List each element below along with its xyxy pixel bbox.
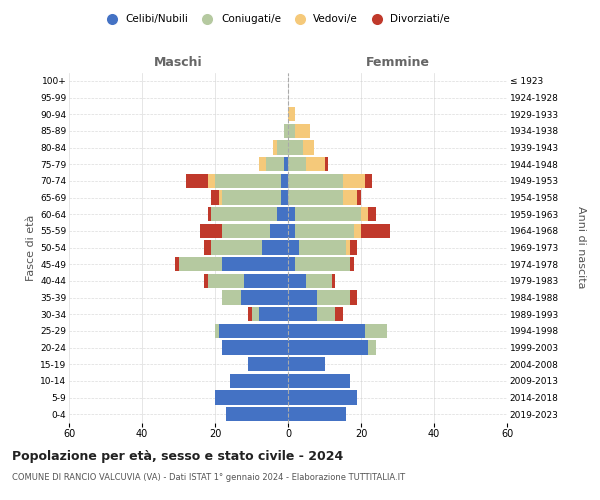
Bar	[299, 240, 346, 254]
Bar	[175, 257, 179, 271]
Bar	[288, 124, 295, 138]
Bar	[358, 190, 361, 204]
Bar	[262, 240, 288, 254]
Bar	[277, 207, 288, 221]
Bar	[288, 107, 295, 121]
Bar	[288, 307, 317, 322]
Bar	[179, 257, 223, 271]
Bar	[215, 390, 288, 404]
Bar	[274, 140, 277, 154]
Bar	[288, 407, 346, 421]
Text: Femmine: Femmine	[365, 56, 430, 69]
Bar	[288, 290, 317, 304]
Bar	[208, 174, 215, 188]
Bar	[288, 257, 295, 271]
Bar	[211, 207, 277, 221]
Bar	[288, 224, 295, 238]
Bar	[223, 257, 288, 271]
Bar	[218, 324, 288, 338]
Bar	[288, 207, 295, 221]
Bar	[295, 224, 354, 238]
Bar	[215, 174, 281, 188]
Bar	[223, 290, 241, 304]
Bar	[306, 274, 332, 288]
Text: Maschi: Maschi	[154, 56, 203, 69]
Bar	[288, 240, 299, 254]
Bar	[288, 357, 325, 371]
Y-axis label: Fasce di età: Fasce di età	[26, 214, 36, 280]
Bar	[251, 307, 259, 322]
Bar	[365, 174, 372, 188]
Bar	[361, 224, 390, 238]
Bar	[277, 140, 288, 154]
Bar	[284, 157, 288, 171]
Bar	[230, 374, 288, 388]
Bar	[368, 207, 376, 221]
Bar	[302, 140, 314, 154]
Bar	[288, 140, 302, 154]
Bar	[317, 290, 350, 304]
Bar	[259, 157, 266, 171]
Text: COMUNE DI RANCIO VALCUVIA (VA) - Dati ISTAT 1° gennaio 2024 - Elaborazione TUTTI: COMUNE DI RANCIO VALCUVIA (VA) - Dati IS…	[12, 472, 405, 482]
Bar	[226, 407, 288, 421]
Bar	[186, 174, 208, 188]
Bar	[368, 340, 376, 354]
Bar	[284, 124, 288, 138]
Bar	[361, 207, 368, 221]
Bar	[288, 324, 365, 338]
Y-axis label: Anni di nascita: Anni di nascita	[575, 206, 586, 288]
Bar	[350, 240, 358, 254]
Bar	[215, 324, 218, 338]
Bar	[288, 390, 358, 404]
Bar	[200, 224, 223, 238]
Bar	[288, 157, 306, 171]
Bar	[335, 307, 343, 322]
Bar	[295, 257, 350, 271]
Bar	[332, 274, 335, 288]
Bar	[306, 157, 325, 171]
Bar	[244, 274, 288, 288]
Bar	[204, 274, 208, 288]
Bar	[365, 324, 386, 338]
Bar	[222, 190, 281, 204]
Bar	[248, 357, 288, 371]
Bar	[288, 274, 306, 288]
Text: Popolazione per età, sesso e stato civile - 2024: Popolazione per età, sesso e stato civil…	[12, 450, 343, 463]
Bar	[288, 190, 343, 204]
Bar	[295, 124, 310, 138]
Bar	[211, 240, 262, 254]
Bar	[325, 157, 328, 171]
Bar	[266, 157, 284, 171]
Bar	[288, 340, 368, 354]
Bar	[354, 224, 361, 238]
Bar	[295, 207, 361, 221]
Bar	[223, 224, 270, 238]
Bar	[208, 207, 211, 221]
Bar	[211, 190, 218, 204]
Bar	[218, 190, 223, 204]
Bar	[281, 190, 288, 204]
Bar	[208, 274, 244, 288]
Bar	[281, 174, 288, 188]
Bar	[241, 290, 288, 304]
Bar	[350, 290, 358, 304]
Bar	[259, 307, 288, 322]
Bar	[248, 307, 251, 322]
Bar	[343, 190, 358, 204]
Bar	[288, 174, 343, 188]
Bar	[346, 240, 350, 254]
Bar	[223, 340, 288, 354]
Bar	[270, 224, 288, 238]
Bar	[350, 257, 354, 271]
Bar	[204, 240, 211, 254]
Bar	[288, 374, 350, 388]
Bar	[317, 307, 335, 322]
Legend: Celibi/Nubili, Coniugati/e, Vedovi/e, Divorziati/e: Celibi/Nubili, Coniugati/e, Vedovi/e, Di…	[98, 10, 454, 29]
Bar	[343, 174, 365, 188]
